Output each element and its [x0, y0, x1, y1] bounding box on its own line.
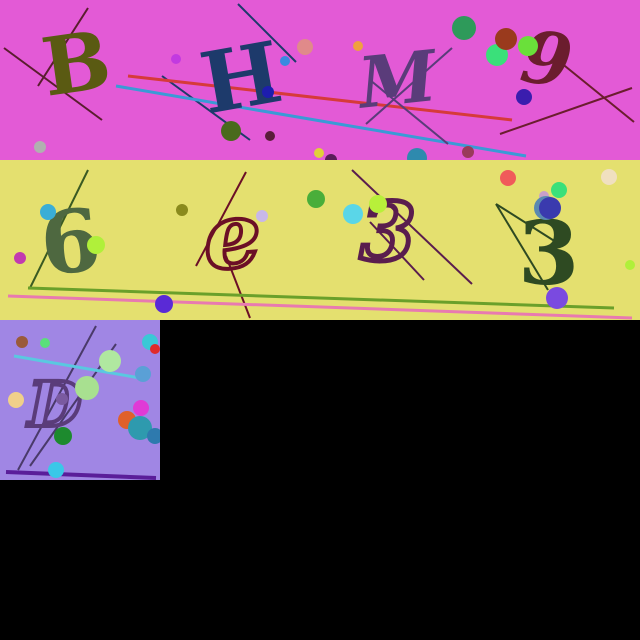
- captcha-tile-1: B H M 9: [0, 0, 640, 160]
- captcha-char-4: 9: [516, 13, 577, 104]
- captcha-char-1: B: [36, 12, 116, 114]
- noise-dots: [8, 334, 160, 478]
- noise-dots: [14, 169, 635, 313]
- noise-lines: [3, 3, 635, 158]
- captcha-char-6: e: [200, 181, 265, 291]
- noise-dots: [34, 16, 538, 160]
- captcha-char-2: H: [193, 22, 288, 133]
- captcha-tile-3: D: [0, 320, 160, 480]
- tile-2-drawing: 6 e 3 3: [7, 169, 635, 320]
- tile-1-drawing: B H M 9: [3, 3, 635, 160]
- captcha-char-3: M: [353, 34, 443, 125]
- captcha-tile-2: 6 e 3 3: [0, 160, 640, 320]
- captcha-char-9: D: [26, 368, 82, 441]
- tile-3-drawing: D: [5, 325, 160, 480]
- noise-lines: [7, 169, 633, 320]
- captcha-char-7: 3: [360, 185, 416, 279]
